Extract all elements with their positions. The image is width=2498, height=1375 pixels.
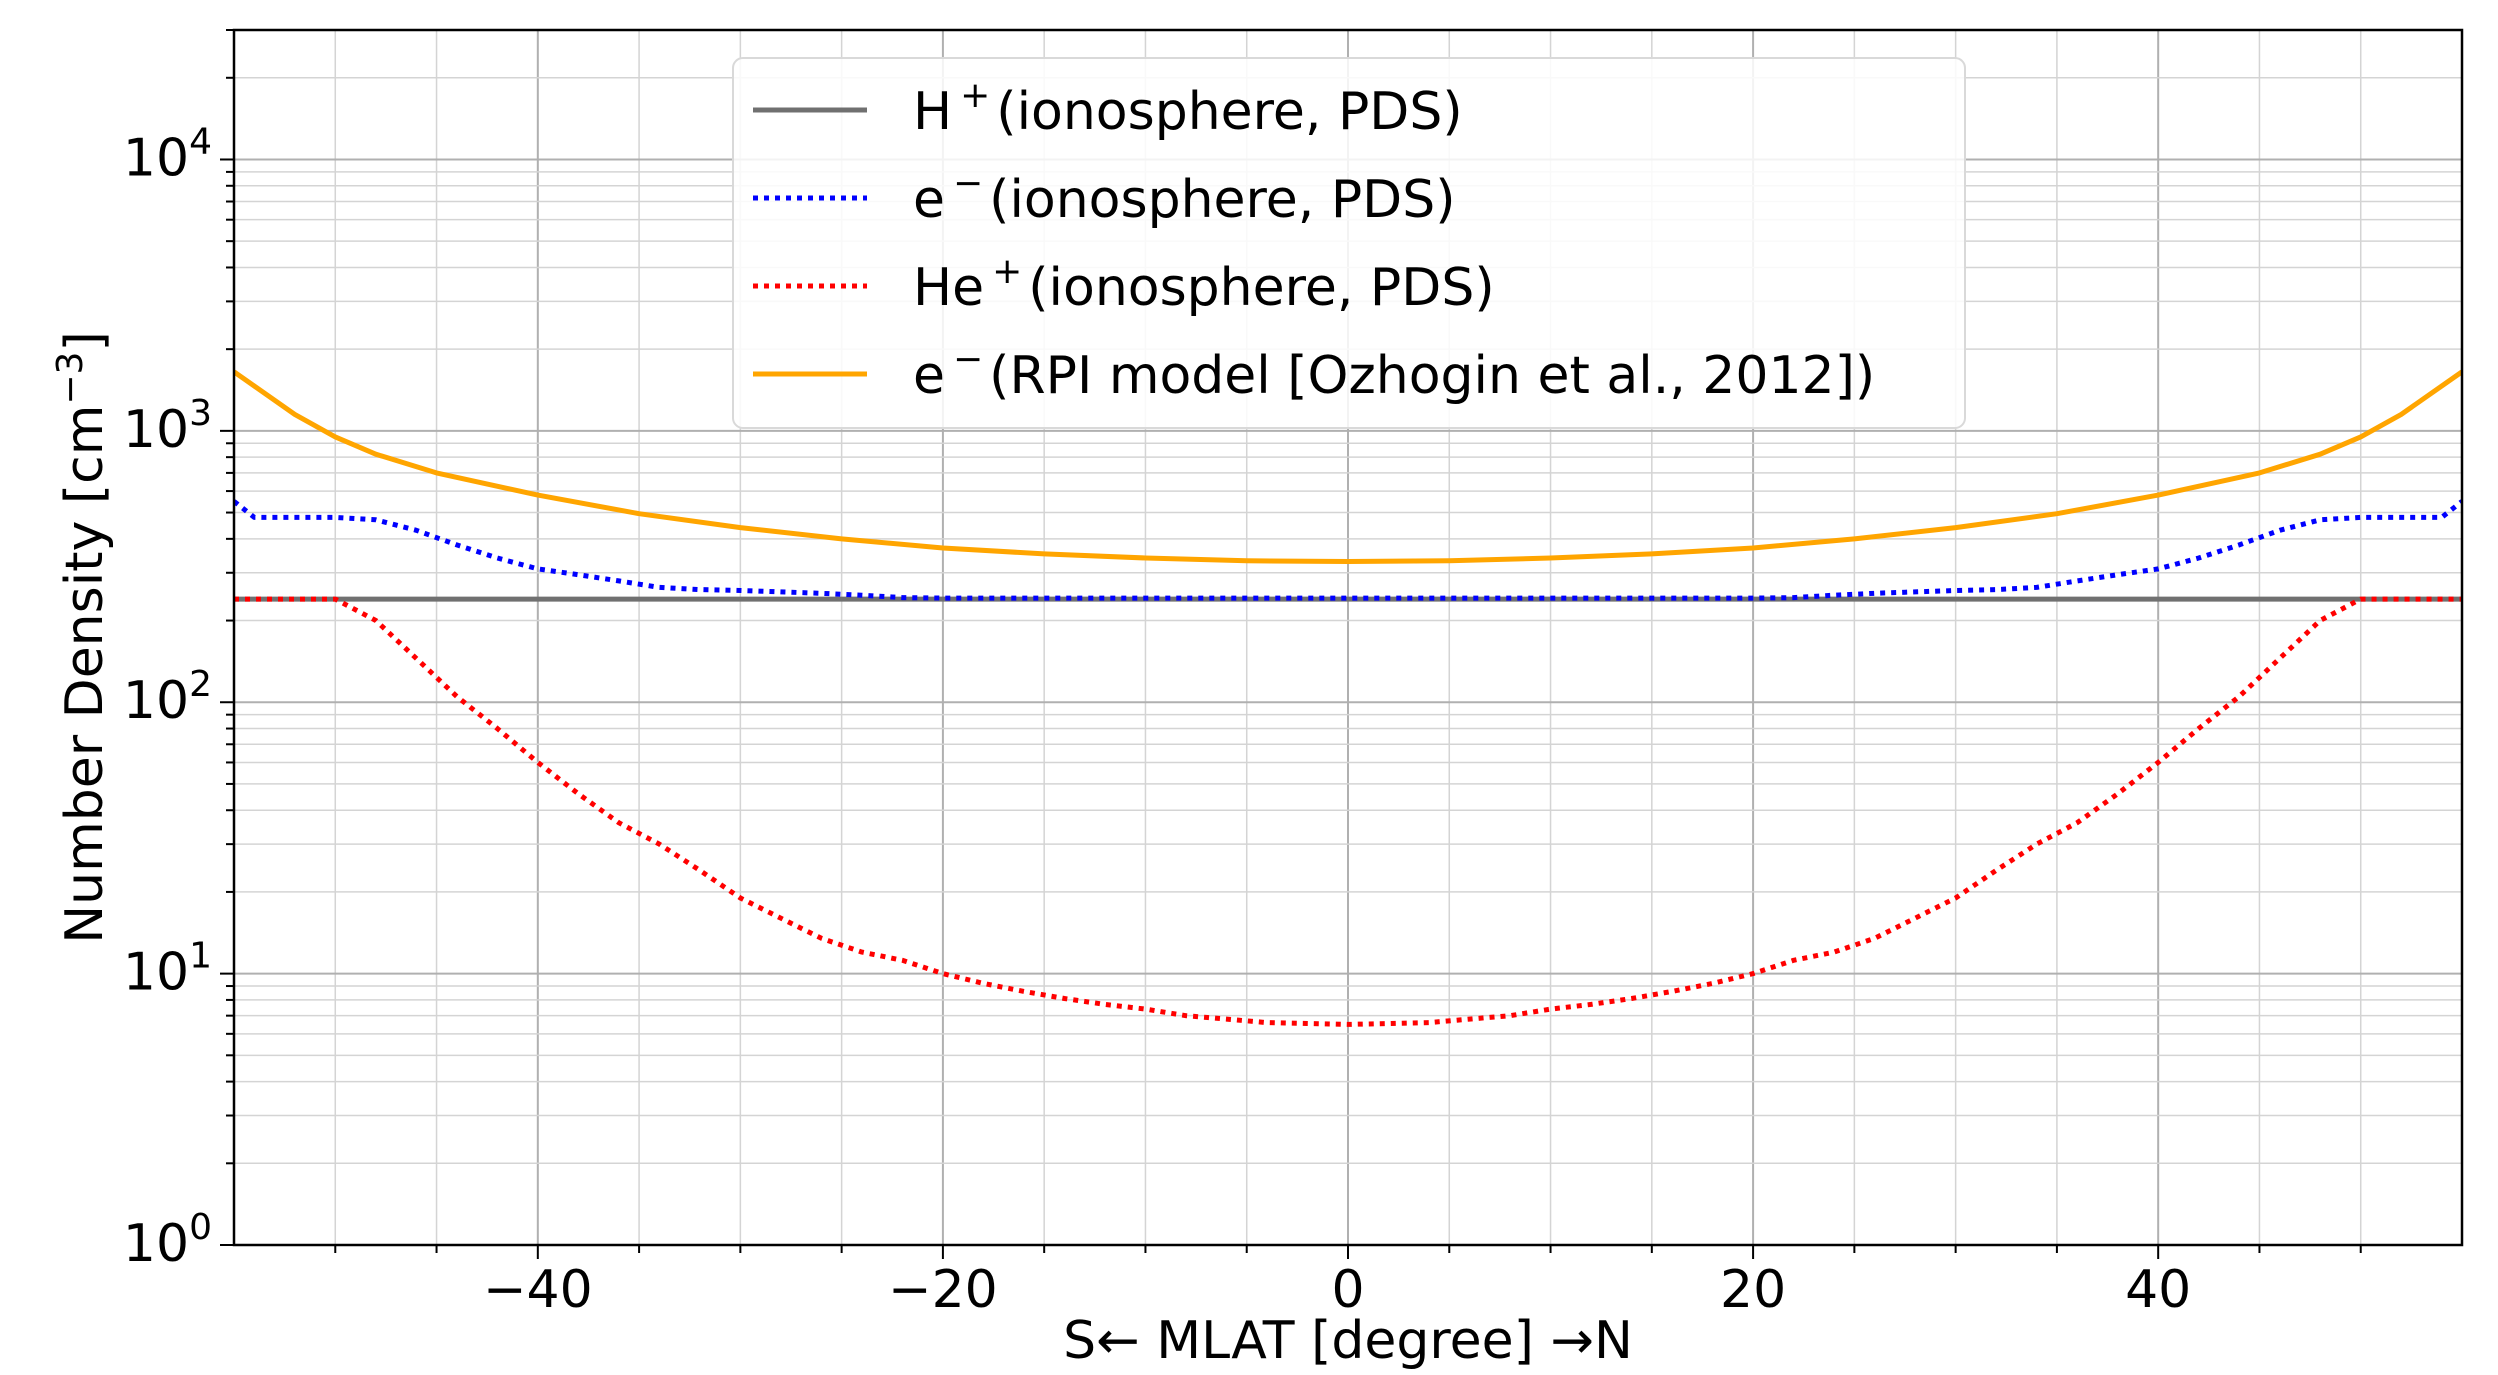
- legend-entry-charge: −: [953, 339, 983, 380]
- y-tick-label: 102: [123, 664, 212, 731]
- legend-entry-species: e: [913, 346, 945, 406]
- legend-entry-source: (RPI model [Ozhogin et al., 2012]): [989, 346, 1875, 406]
- legend-entry-1: e − (ionosphere, PDS): [913, 163, 1456, 230]
- y-axis-label: Number Density [cm−3]: [50, 331, 115, 944]
- series-line-1: [234, 499, 2462, 601]
- y-tick-label-exponent: 3: [189, 393, 212, 434]
- y-tick-label-base: 10: [123, 128, 189, 188]
- legend-entry-species: H: [913, 82, 952, 142]
- series-line-3: [234, 369, 2462, 564]
- y-axis-label-exponent: −3: [50, 352, 91, 405]
- y-tick-label-base: 10: [123, 671, 189, 731]
- y-tick-label-exponent: 4: [189, 121, 212, 162]
- series-layer: [234, 369, 2462, 1027]
- legend-entry-source: (ionosphere, PDS): [1028, 258, 1494, 318]
- legend: H + (ionosphere, PDS)e − (ionosphere, PDS)He…: [732, 57, 1966, 429]
- x-tick-label: −40: [483, 1260, 593, 1320]
- x-tick-label: 0: [1331, 1260, 1364, 1320]
- y-tick-label-exponent: 0: [189, 1207, 212, 1248]
- y-tick-label-base: 10: [123, 400, 189, 460]
- legend-entry-2: He + (ionosphere, PDS): [913, 251, 1495, 318]
- legend-entry-species: He: [913, 258, 984, 318]
- y-tick-label-exponent: 2: [189, 664, 212, 705]
- legend-box: [732, 57, 1966, 429]
- x-tick-label: 20: [1720, 1260, 1786, 1320]
- axis-labels: S← MLAT [degree] →N Number Density [cm−3…: [50, 331, 1633, 1371]
- y-tick-label-base: 10: [123, 943, 189, 1003]
- y-tick-label: 104: [123, 121, 212, 188]
- series-line-2: [234, 596, 2462, 1027]
- legend-entry-source: (ionosphere, PDS): [996, 82, 1462, 142]
- x-tick-label: −20: [888, 1260, 998, 1320]
- y-tick-label: 100: [123, 1207, 212, 1274]
- legend-entry-charge: +: [960, 75, 990, 116]
- y-tick-label-base: 10: [123, 1214, 189, 1274]
- y-axis-label-end: ]: [55, 331, 115, 351]
- legend-entry-source: (ionosphere, PDS): [989, 170, 1455, 230]
- y-tick-label: 103: [123, 393, 212, 460]
- y-axis-label-main: Number Density [cm: [55, 405, 115, 944]
- legend-entry-charge: +: [992, 251, 1022, 292]
- legend-entry-3: e − (RPI model [Ozhogin et al., 2012]): [913, 339, 1875, 406]
- y-tick-label: 101: [123, 936, 212, 1003]
- y-tick-label-exponent: 1: [189, 936, 212, 977]
- x-axis-label: S← MLAT [degree] →N: [1063, 1311, 1633, 1371]
- legend-entry-0: H + (ionosphere, PDS): [913, 75, 1463, 142]
- x-tick-label: 40: [2125, 1260, 2191, 1320]
- legend-entry-charge: −: [953, 163, 983, 204]
- legend-entry-species: e: [913, 170, 945, 230]
